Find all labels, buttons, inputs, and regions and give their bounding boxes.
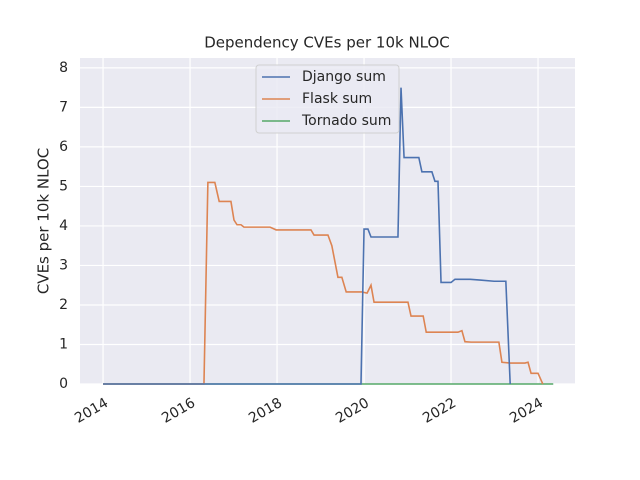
y-tick-label: 4: [59, 218, 68, 234]
grid: [80, 58, 575, 385]
x-tick-label: 2018: [246, 395, 285, 427]
legend-box: [255, 64, 400, 134]
line: [103, 87, 511, 385]
chart-title: Dependency CVEs per 10k NLOC: [204, 34, 450, 52]
y-tick-label: 5: [59, 178, 68, 194]
legend-label: Tornado sum: [301, 113, 391, 129]
legend-label: Flask sum: [302, 91, 372, 107]
x-tick-label: 2022: [420, 395, 459, 427]
y-axis-label: CVEs per 10k NLOC: [35, 148, 53, 294]
y-tick-label: 6: [59, 139, 68, 155]
legend: Django sum Flask sum Tornado sum: [255, 64, 400, 134]
x-tick-label: 2020: [333, 395, 372, 427]
lines: [103, 87, 554, 385]
line: [103, 181, 544, 385]
y-tick-label: 3: [59, 257, 68, 273]
legend-label: Django sum: [302, 69, 386, 85]
x-tick-label: 2016: [159, 395, 198, 427]
x-tick-label: 2024: [507, 395, 546, 427]
y-tick-label: 0: [59, 376, 68, 392]
y-tick-label: 8: [59, 60, 68, 76]
y-tick-label: 1: [59, 336, 68, 352]
y-tick-label: 2: [59, 297, 68, 313]
y-tick-label: 7: [59, 99, 68, 115]
x-tick-label: 2014: [72, 395, 111, 427]
